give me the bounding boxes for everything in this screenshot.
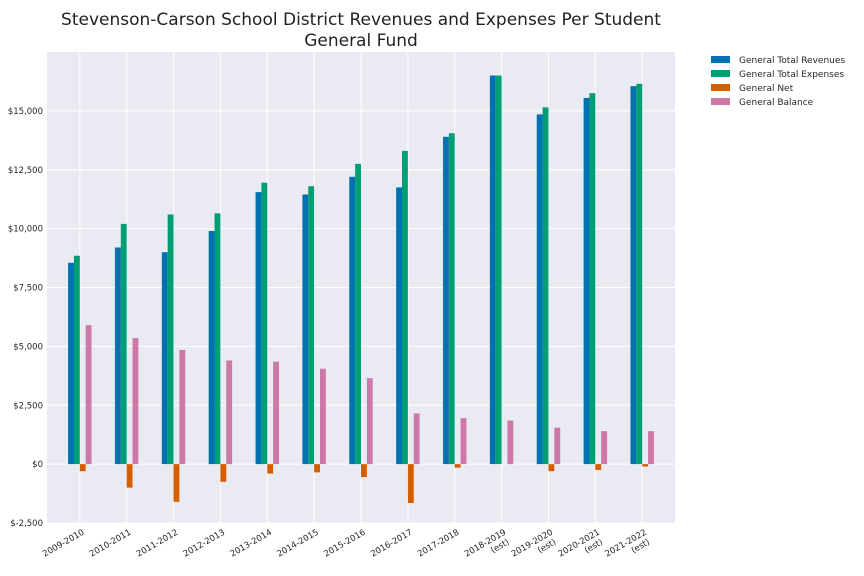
bar-3-11 xyxy=(601,431,608,465)
bar-2-5 xyxy=(314,464,320,473)
bar-3-7 xyxy=(413,413,420,465)
bar-1-1 xyxy=(120,223,127,465)
bar-3-6 xyxy=(366,378,373,465)
y-axis: $-2,500 $0 $2,500 $5,000 $7,500 $10,000 $12,50… xyxy=(8,107,43,529)
x-tick-line: 2014-2015 xyxy=(275,528,320,560)
bar-2-0 xyxy=(79,464,86,472)
x-tick-line: 2009-2010 xyxy=(41,528,86,560)
bar-3-10 xyxy=(554,427,561,465)
bar-2-10 xyxy=(548,464,555,472)
bar-1-0 xyxy=(73,255,80,465)
bar-0-4 xyxy=(255,192,262,465)
x-tick-label: 2021-2022(est) xyxy=(604,528,652,560)
bar-2-2 xyxy=(173,464,180,502)
bar-3-0 xyxy=(85,325,92,465)
legend-label: General Total Revenues xyxy=(739,56,845,66)
bar-0-0 xyxy=(68,262,74,465)
bar-0-6 xyxy=(349,176,356,465)
legend: General Total Revenues General Total Expe… xyxy=(711,56,845,108)
x-tick-label: 2016-2017 xyxy=(369,528,414,560)
bar-2-3 xyxy=(220,464,227,482)
bar-1-9 xyxy=(495,75,502,465)
bar-2-7 xyxy=(407,464,414,503)
chart-title: Stevenson-Carson School District Revenue… xyxy=(61,10,661,30)
bar-3-5 xyxy=(319,368,326,465)
y-tick-label: $-2,500 xyxy=(10,519,43,529)
y-tick-label: $0 xyxy=(32,460,43,470)
bar-0-9 xyxy=(489,75,496,465)
x-tick-label: 2010-2011 xyxy=(88,528,133,560)
bar-0-3 xyxy=(208,230,215,465)
bar-1-6 xyxy=(355,163,361,465)
bar-0-12 xyxy=(630,86,637,465)
bar-2-1 xyxy=(126,464,133,488)
x-tick-label: 2009-2010 xyxy=(41,528,86,560)
bar-0-10 xyxy=(536,114,543,465)
x-tick-label: 2012-2013 xyxy=(182,528,227,560)
x-tick-label: 2019-2020(est) xyxy=(510,528,558,560)
x-tick-label: 2011-2012 xyxy=(135,528,180,560)
x-tick-label: 2017-2018 xyxy=(416,528,461,560)
bar-3-12 xyxy=(648,431,654,465)
x-axis: 2009-2010 2010-2011 2011-2012 2012-2013 2013… xyxy=(41,528,652,560)
bar-0-8 xyxy=(443,136,449,465)
bar-3-4 xyxy=(273,361,279,465)
legend-label: General Net xyxy=(739,84,794,94)
y-tick-label: $5,000 xyxy=(13,342,43,352)
bar-2-6 xyxy=(361,464,367,478)
legend-swatch xyxy=(711,56,730,63)
bar-0-7 xyxy=(396,187,403,465)
bars xyxy=(68,75,654,503)
bar-1-10 xyxy=(542,107,549,465)
bar-2-12 xyxy=(642,464,649,467)
bar-2-4 xyxy=(267,464,274,474)
x-tick-line: 2016-2017 xyxy=(369,528,414,560)
bar-1-8 xyxy=(448,133,455,465)
bar-1-5 xyxy=(308,186,315,465)
bar-1-2 xyxy=(167,214,174,465)
x-tick-label: 2015-2016 xyxy=(322,528,367,560)
legend-swatch xyxy=(711,70,730,77)
y-tick-label: $2,500 xyxy=(13,401,43,411)
y-tick-label: $7,500 xyxy=(13,284,43,294)
bar-3-2 xyxy=(179,349,186,465)
bar-3-3 xyxy=(226,360,233,465)
x-tick-line: 2013-2014 xyxy=(229,528,274,560)
bar-3-1 xyxy=(132,338,139,465)
x-tick-line: 2012-2013 xyxy=(182,528,227,560)
bar-1-7 xyxy=(402,150,408,465)
x-tick-line: 2017-2018 xyxy=(416,528,461,560)
bar-1-4 xyxy=(261,182,268,465)
bar-1-11 xyxy=(589,93,596,465)
legend-swatch xyxy=(711,84,730,91)
y-tick-label: $12,500 xyxy=(8,166,43,176)
bar-1-12 xyxy=(636,83,643,465)
bar-0-11 xyxy=(583,97,590,465)
bar-0-2 xyxy=(161,252,168,465)
bar-2-8 xyxy=(454,464,461,468)
x-tick-label: 2020-2021(est) xyxy=(557,528,605,560)
x-tick-label: 2018-2019(est) xyxy=(463,528,511,560)
x-tick-line: 2010-2011 xyxy=(88,528,133,560)
legend-label: General Balance xyxy=(739,98,814,108)
bar-0-5 xyxy=(302,194,309,465)
chart-subtitle: General Fund xyxy=(304,31,418,51)
x-tick-label: 2014-2015 xyxy=(275,528,320,560)
x-tick-line: 2011-2012 xyxy=(135,528,180,560)
bar-3-9 xyxy=(507,420,514,465)
x-tick-label: 2013-2014 xyxy=(229,528,274,560)
bar-0-1 xyxy=(114,247,121,465)
legend-label: General Total Expenses xyxy=(739,70,844,80)
x-tick-line: 2015-2016 xyxy=(322,528,367,560)
legend-swatch xyxy=(711,98,730,105)
bar-3-8 xyxy=(460,418,467,465)
bar-1-3 xyxy=(214,213,221,465)
bar-2-11 xyxy=(595,464,602,471)
y-tick-label: $15,000 xyxy=(8,107,43,117)
y-tick-label: $10,000 xyxy=(8,225,43,235)
